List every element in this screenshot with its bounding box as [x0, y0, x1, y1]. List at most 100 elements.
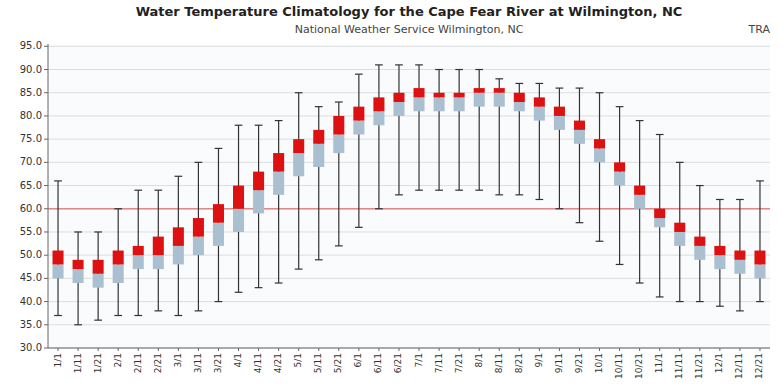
- y-tick: [44, 185, 48, 186]
- box-upper: [373, 97, 384, 111]
- x-tick-label: 3/11: [193, 353, 203, 373]
- whisker-cap-high: [696, 185, 704, 186]
- box-lower: [414, 97, 425, 111]
- x-tick: [759, 348, 760, 351]
- x-axis-line: [48, 348, 770, 349]
- x-tick-label: 2/1: [113, 353, 123, 367]
- whisker-cap-high: [335, 101, 343, 102]
- grid-line: [48, 139, 770, 140]
- whisker-cap-low: [636, 282, 644, 283]
- x-tick: [639, 348, 640, 351]
- x-tick-label: 8/11: [494, 353, 504, 373]
- box-lower: [53, 264, 64, 278]
- y-tick-label: 60.0: [20, 203, 42, 214]
- x-tick: [218, 348, 219, 351]
- chart-svg: Water Temperature Climatology for the Ca…: [0, 0, 782, 388]
- box-upper: [594, 139, 605, 148]
- y-tick: [44, 348, 48, 349]
- x-tick-label: 4/21: [273, 353, 283, 373]
- x-tick-label: 12/1: [714, 353, 724, 373]
- x-tick: [58, 348, 59, 351]
- x-tick: [619, 348, 620, 351]
- box-lower: [293, 153, 304, 176]
- x-tick: [679, 348, 680, 351]
- whisker-cap-low: [375, 208, 383, 209]
- x-tick-label: 11/21: [694, 353, 704, 379]
- whisker: [378, 65, 379, 209]
- box-lower: [494, 93, 505, 107]
- whisker-cap-high: [54, 180, 62, 181]
- x-tick: [719, 348, 720, 351]
- x-tick-label: 9/11: [554, 353, 564, 373]
- whisker-cap-high: [736, 199, 744, 200]
- whisker-cap-low: [395, 194, 403, 195]
- whisker-cap-low: [736, 310, 744, 311]
- x-tick-label: 3/1: [173, 353, 183, 367]
- x-tick: [138, 348, 139, 351]
- whisker-cap-high: [435, 69, 443, 70]
- box-upper: [654, 209, 665, 218]
- x-tick: [739, 348, 740, 351]
- box: [133, 190, 144, 315]
- x-tick: [579, 348, 580, 351]
- x-tick: [258, 348, 259, 351]
- whisker-cap-high: [235, 125, 243, 126]
- box-upper: [714, 246, 725, 255]
- box-lower: [353, 121, 364, 135]
- whisker-cap-low: [335, 245, 343, 246]
- x-tick: [338, 348, 339, 351]
- box-lower: [273, 172, 284, 195]
- whisker-cap-low: [114, 315, 122, 316]
- whisker: [278, 121, 279, 283]
- grid-line: [48, 69, 770, 70]
- y-tick-label: 50.0: [20, 249, 42, 260]
- x-tick: [479, 348, 480, 351]
- box: [554, 88, 565, 209]
- whisker-cap-high: [536, 83, 544, 84]
- x-tick: [599, 348, 600, 351]
- x-tick-label: 2/21: [153, 353, 163, 373]
- grid-line: [48, 231, 770, 232]
- y-tick: [44, 46, 48, 47]
- box-lower: [253, 190, 264, 213]
- y-tick-label: 70.0: [20, 156, 42, 167]
- x-tick: [659, 348, 660, 351]
- x-tick-label: 7/21: [454, 353, 464, 373]
- box-lower: [393, 102, 404, 116]
- box: [574, 88, 585, 223]
- box: [414, 65, 425, 190]
- whisker-cap-low: [495, 194, 503, 195]
- box-upper: [93, 260, 104, 274]
- whisker: [479, 70, 480, 191]
- box-upper: [233, 186, 244, 209]
- box: [494, 79, 505, 195]
- box-upper: [554, 107, 565, 116]
- y-tick: [44, 255, 48, 256]
- x-tick: [539, 348, 540, 351]
- x-tick: [519, 348, 520, 351]
- whisker-cap-high: [175, 176, 183, 177]
- box: [333, 102, 344, 246]
- box: [253, 125, 264, 287]
- whisker-cap-high: [515, 83, 523, 84]
- x-tick-label: 8/21: [514, 353, 524, 373]
- whisker-cap-low: [154, 310, 162, 311]
- box-lower: [634, 195, 645, 209]
- y-tick: [44, 139, 48, 140]
- whisker-cap-high: [455, 69, 463, 70]
- box-lower: [153, 255, 164, 269]
- box: [173, 176, 184, 315]
- y-tick: [44, 301, 48, 302]
- box: [113, 209, 124, 316]
- box: [73, 232, 84, 325]
- x-tick: [278, 348, 279, 351]
- axes: 30.035.040.045.050.055.060.065.070.075.0…: [20, 40, 770, 379]
- whisker-cap-high: [315, 106, 323, 107]
- box-upper: [333, 116, 344, 135]
- x-tick: [318, 348, 319, 351]
- box-lower: [594, 148, 605, 162]
- box-upper: [754, 251, 765, 265]
- x-tick: [439, 348, 440, 351]
- box: [594, 93, 605, 242]
- title: Water Temperature Climatology for the Ca…: [136, 4, 683, 19]
